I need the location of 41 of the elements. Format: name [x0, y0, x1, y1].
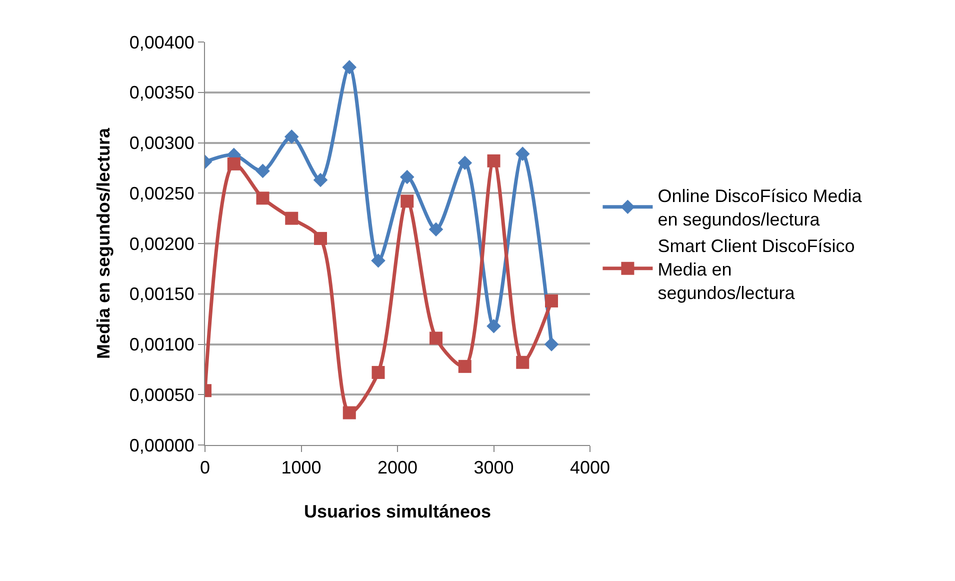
- point: [227, 157, 240, 170]
- x-axis-title: Usuarios simultáneos: [304, 502, 492, 522]
- x-tick-label: 3000: [474, 458, 514, 478]
- y-tick-label: 0,00400: [129, 32, 194, 52]
- point: [256, 164, 270, 178]
- point: [400, 170, 414, 184]
- point: [487, 154, 500, 168]
- x-tick-label: 0: [200, 458, 210, 478]
- point: [545, 294, 558, 308]
- legend-label: Online DiscoFísico Media en segundos/lectura: [658, 186, 863, 230]
- y-tick-label: 0,00250: [129, 183, 194, 204]
- point: [256, 192, 270, 205]
- point: [515, 146, 530, 161]
- point: [430, 332, 442, 345]
- point: [486, 318, 501, 334]
- y-tick-label: 0,00200: [129, 234, 194, 254]
- x-tick-label: 2000: [377, 458, 418, 478]
- y-axis-title: Media en segundos/lectura: [94, 126, 114, 360]
- x-tick-label: 4000: [570, 458, 610, 478]
- point: [314, 232, 327, 245]
- point: [458, 360, 472, 373]
- point: [372, 366, 385, 379]
- point: [284, 130, 299, 144]
- y-tick-label: 0,00150: [129, 284, 194, 304]
- point: [342, 60, 357, 74]
- point: [400, 194, 414, 208]
- point: [342, 406, 356, 420]
- point: [371, 253, 386, 268]
- point: [544, 337, 559, 352]
- point: [313, 172, 328, 188]
- legend-label: Smart Client DiscoFísico Media en segundos/lectura: [658, 236, 855, 303]
- point: [516, 356, 530, 369]
- point: [285, 212, 298, 225]
- x-tick-label: 1000: [281, 458, 322, 478]
- y-tick-label: 0,00300: [129, 133, 194, 154]
- y-tick-label: 0,00350: [129, 82, 194, 103]
- point: [428, 222, 444, 237]
- point: [458, 156, 472, 170]
- y-tick-label: 0,00100: [129, 334, 194, 355]
- y-tick-label: 0,00050: [129, 384, 194, 405]
- y-tick-label: 0,00000: [129, 435, 194, 456]
